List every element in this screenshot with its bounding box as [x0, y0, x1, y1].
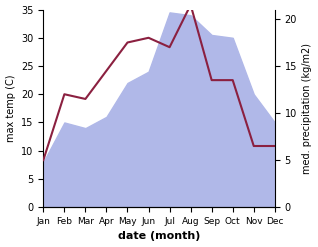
- Y-axis label: max temp (C): max temp (C): [5, 75, 16, 142]
- X-axis label: date (month): date (month): [118, 231, 200, 242]
- Y-axis label: med. precipitation (kg/m2): med. precipitation (kg/m2): [302, 43, 313, 174]
